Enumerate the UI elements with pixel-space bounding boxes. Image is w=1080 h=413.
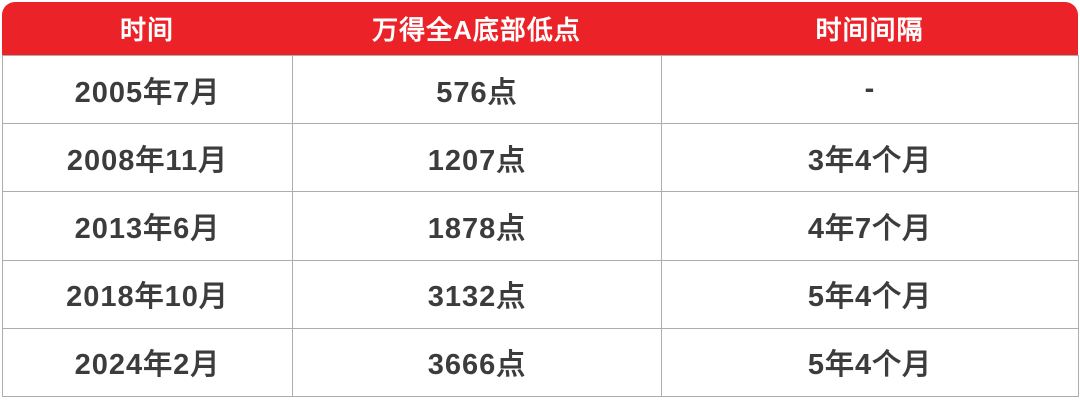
cell-bottom-low: 3666点: [292, 327, 662, 397]
column-header-time-interval: 时间间隔: [815, 15, 924, 45]
cell-bottom-low: 1207点: [292, 123, 662, 193]
cell-interval: 3年4个月: [661, 123, 1079, 193]
cell-date: 2005年7月: [2, 54, 293, 125]
cell-interval: 4年7个月: [661, 191, 1079, 261]
column-header-wind-all-a-bottom-low: 万得全A底部低点: [372, 15, 581, 45]
cell-interval: 5年4个月: [661, 259, 1079, 329]
table-row: 2024年2月 3666点 5年4个月: [2, 327, 1079, 397]
cell-interval: -: [661, 54, 1079, 125]
table-row: 2018年10月 3132点 5年4个月: [2, 259, 1079, 329]
bottom-lows-table: 时间 万得全A底部低点 时间间隔 2005年7月 576点 - 2008年11月…: [2, 2, 1079, 397]
table-header-row: 时间 万得全A底部低点 时间间隔: [2, 2, 1078, 55]
cell-date: 2013年6月: [2, 191, 293, 261]
table-body: 2005年7月 576点 - 2008年11月 1207点 3年4个月 2013…: [2, 54, 1079, 397]
table-row: 2013年6月 1878点 4年7个月: [2, 191, 1079, 261]
cell-date: 2024年2月: [2, 327, 293, 397]
column-header-time: 时间: [119, 15, 174, 45]
cell-bottom-low: 576点: [292, 54, 662, 125]
cell-date: 2018年10月: [2, 259, 293, 329]
cell-date: 2008年11月: [2, 123, 293, 193]
cell-bottom-low: 3132点: [292, 259, 662, 329]
table-row: 2008年11月 1207点 3年4个月: [2, 123, 1079, 193]
cell-bottom-low: 1878点: [292, 191, 662, 261]
table-row: 2005年7月 576点 -: [2, 54, 1079, 125]
cell-interval: 5年4个月: [661, 327, 1079, 397]
